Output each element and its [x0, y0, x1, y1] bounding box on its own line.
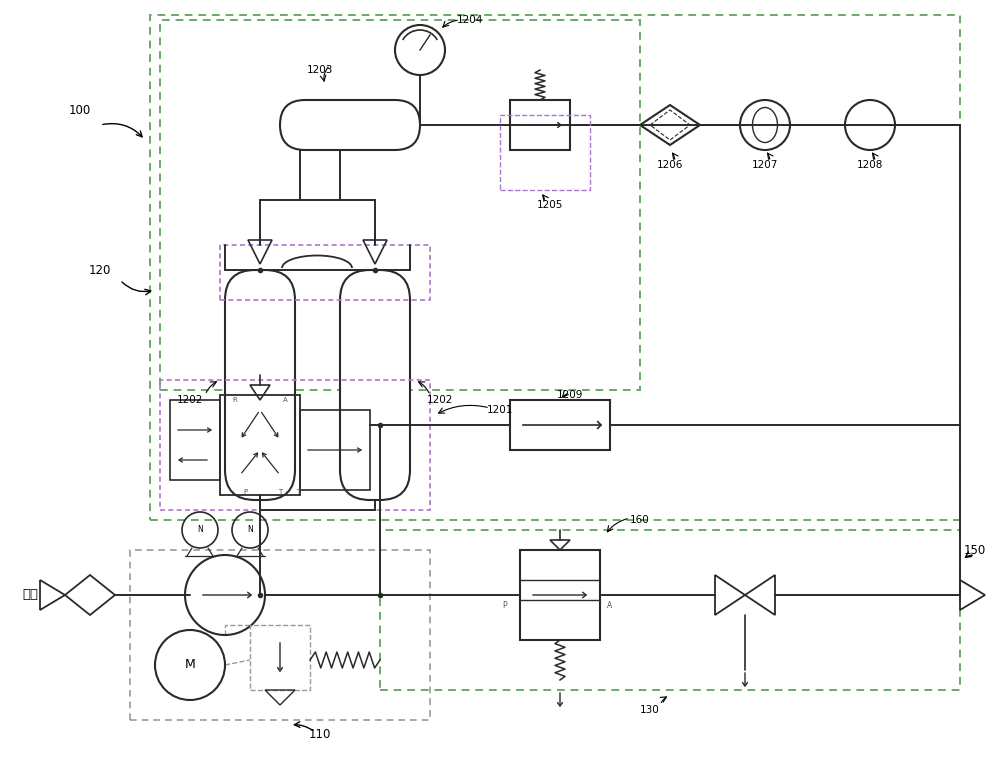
- Bar: [170, 400, 220, 480]
- Bar: [220, 395, 300, 495]
- Bar: [500, 115, 590, 190]
- Bar: [220, 245, 430, 300]
- Text: 130: 130: [640, 705, 660, 715]
- Text: 1207: 1207: [752, 160, 778, 170]
- Text: 1202: 1202: [427, 395, 453, 405]
- Bar: [510, 100, 570, 150]
- Text: 1208: 1208: [857, 160, 883, 170]
- Text: T: T: [278, 489, 282, 495]
- Text: M: M: [185, 658, 195, 672]
- Text: 150: 150: [964, 544, 986, 556]
- Bar: [130, 550, 430, 720]
- FancyBboxPatch shape: [280, 100, 420, 150]
- Text: 100: 100: [69, 104, 91, 116]
- Text: 160: 160: [630, 515, 650, 525]
- Text: 1203: 1203: [307, 65, 333, 75]
- Text: A: A: [607, 601, 613, 609]
- Text: 1206: 1206: [657, 160, 683, 170]
- Text: 110: 110: [309, 729, 331, 742]
- Text: P: P: [243, 489, 247, 495]
- Text: 空气: 空气: [22, 588, 38, 601]
- Text: 1201: 1201: [487, 405, 513, 415]
- Text: 1209: 1209: [557, 390, 583, 400]
- Bar: [160, 380, 430, 510]
- Text: 1204: 1204: [457, 15, 483, 25]
- Bar: [250, 625, 310, 690]
- Text: T: T: [296, 489, 300, 495]
- Bar: [160, 20, 640, 390]
- Text: 1205: 1205: [537, 200, 563, 210]
- FancyBboxPatch shape: [225, 270, 295, 500]
- Bar: [300, 410, 370, 490]
- Text: A: A: [283, 397, 287, 403]
- Text: 1202: 1202: [177, 395, 203, 405]
- Text: R: R: [233, 397, 237, 403]
- Bar: [380, 530, 960, 690]
- Text: 120: 120: [89, 264, 111, 276]
- FancyBboxPatch shape: [340, 270, 410, 500]
- Text: P: P: [503, 601, 507, 609]
- Bar: [520, 550, 600, 640]
- Bar: [510, 400, 610, 450]
- Bar: [150, 15, 960, 520]
- Text: N: N: [247, 526, 253, 534]
- Text: N: N: [197, 526, 203, 534]
